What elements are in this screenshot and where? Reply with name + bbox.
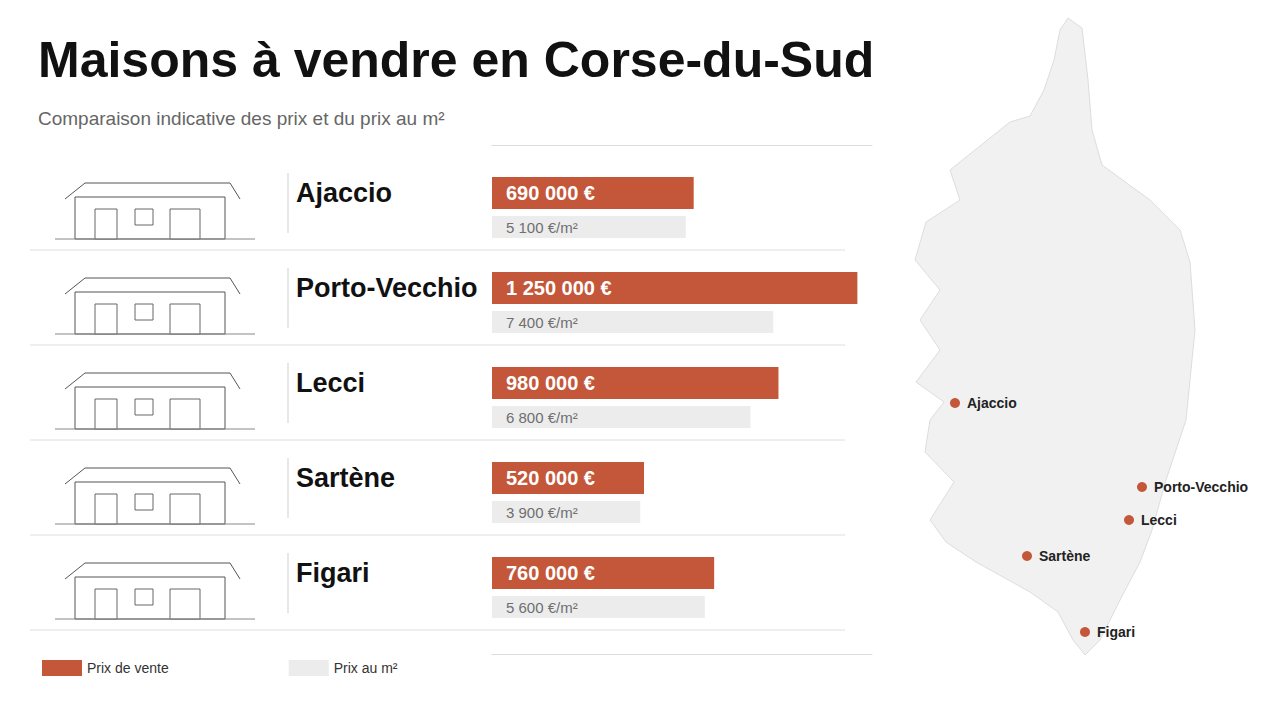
- svg-text:Figari: Figari: [296, 558, 370, 588]
- svg-text:Sartène: Sartène: [296, 463, 395, 493]
- svg-text:980 000 €: 980 000 €: [506, 372, 595, 394]
- svg-text:Ajaccio: Ajaccio: [296, 178, 392, 208]
- svg-text:3 900 €/m²: 3 900 €/m²: [506, 504, 578, 521]
- svg-text:Sartène: Sartène: [1039, 548, 1091, 564]
- svg-text:Porto-Vecchio: Porto-Vecchio: [296, 273, 478, 303]
- svg-text:5 600 €/m²: 5 600 €/m²: [506, 599, 578, 616]
- svg-text:5 100 €/m²: 5 100 €/m²: [506, 219, 578, 236]
- svg-text:690 000 €: 690 000 €: [506, 182, 595, 204]
- svg-text:7 400 €/m²: 7 400 €/m²: [506, 314, 578, 331]
- svg-text:6 800 €/m²: 6 800 €/m²: [506, 409, 578, 426]
- svg-text:Figari: Figari: [1097, 624, 1135, 640]
- svg-text:520 000 €: 520 000 €: [506, 467, 595, 489]
- svg-text:760 000 €: 760 000 €: [506, 562, 595, 584]
- svg-text:Ajaccio: Ajaccio: [967, 395, 1017, 411]
- svg-text:Lecci: Lecci: [1141, 512, 1177, 528]
- svg-text:Prix de vente: Prix de vente: [87, 660, 169, 676]
- svg-text:Maisons à vendre en Corse-du-S: Maisons à vendre en Corse-du-Sud: [38, 32, 874, 88]
- svg-text:Lecci: Lecci: [296, 368, 365, 398]
- svg-text:Porto-Vecchio: Porto-Vecchio: [1154, 479, 1248, 495]
- svg-text:Comparaison indicative des pri: Comparaison indicative des prix et du pr…: [38, 108, 445, 129]
- svg-text:Prix au m²: Prix au m²: [334, 660, 398, 676]
- svg-text:1 250 000 €: 1 250 000 €: [506, 277, 612, 299]
